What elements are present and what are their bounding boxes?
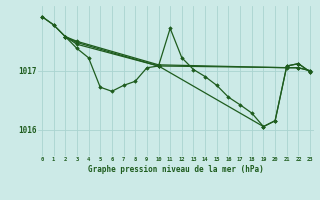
X-axis label: Graphe pression niveau de la mer (hPa): Graphe pression niveau de la mer (hPa) (88, 165, 264, 174)
